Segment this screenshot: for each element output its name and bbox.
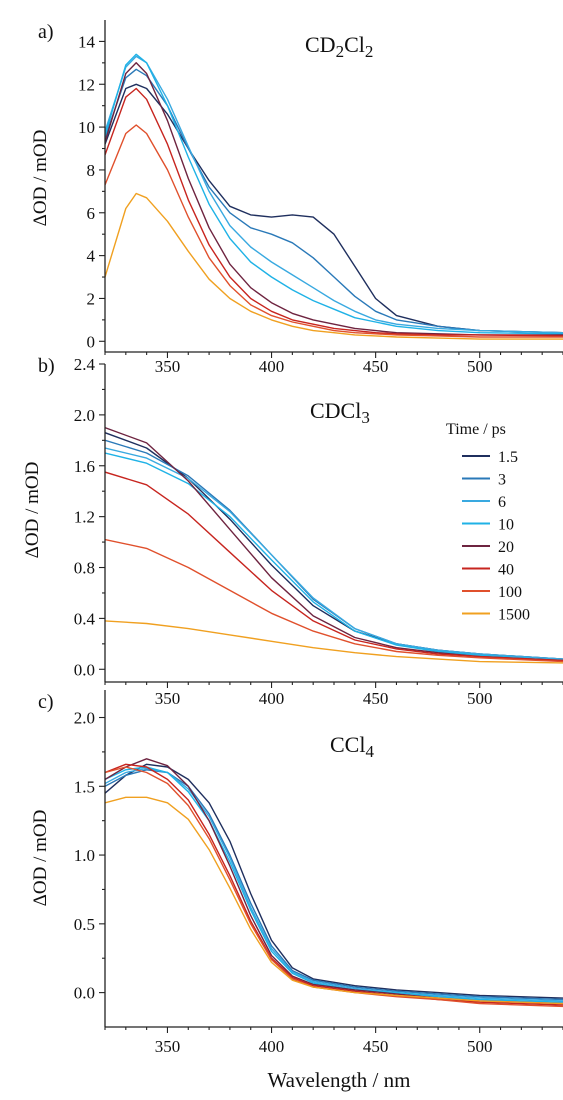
panel-c-y-tick-label: 1.5 bbox=[74, 777, 95, 796]
legend-label-3: 3 bbox=[498, 472, 506, 489]
panel-b-series-line-20 bbox=[105, 426, 563, 662]
legend-label-10: 10 bbox=[498, 517, 514, 534]
panel-c-y-tick-label: 1.0 bbox=[74, 846, 95, 865]
legend-label-20: 20 bbox=[498, 539, 514, 556]
panel-b-y-tick-label: 2.4 bbox=[74, 355, 96, 374]
legend-label-40: 40 bbox=[498, 562, 514, 579]
panel-a-series-line-1500 bbox=[105, 192, 563, 340]
panel-a-y-tick-label: 4 bbox=[87, 247, 96, 266]
panel-c-x-tick-label: 400 bbox=[259, 1037, 285, 1056]
panel-a-y-tick-label: 6 bbox=[87, 204, 96, 223]
panel-a-y-tick-label: 10 bbox=[78, 118, 95, 137]
panel-b-y-tick-label: 2.0 bbox=[74, 406, 95, 425]
panel-c-y-tick-label: 2.0 bbox=[74, 709, 95, 728]
panel-b-series-line-100 bbox=[105, 538, 563, 663]
panel-c-series-line-100 bbox=[105, 766, 563, 1008]
panel-c-y-tick-label: 0.5 bbox=[74, 915, 95, 934]
x-axis-title: Wavelength / nm bbox=[268, 1068, 411, 1092]
panel-b-ylabel: ΔOD / mOD bbox=[22, 462, 43, 559]
panel-c-series-line-3 bbox=[105, 769, 563, 1001]
panel-a-series-line-20 bbox=[105, 62, 563, 336]
panel-a-series-line-6 bbox=[105, 55, 563, 334]
panel-a-letter: a) bbox=[38, 21, 54, 43]
panel-b-x-tick-label: 500 bbox=[467, 689, 493, 708]
panel-a-y-tick-label: 2 bbox=[87, 289, 96, 308]
panel-a-series-line-10 bbox=[105, 53, 563, 335]
legend-label-1500: 1500 bbox=[498, 607, 530, 624]
panel-a-ylabel: ΔOD / mOD bbox=[30, 130, 51, 227]
panel-a-series-line-3 bbox=[105, 68, 563, 334]
panel-b-y-tick-label: 1.2 bbox=[74, 508, 95, 527]
panel-a-solvent-title: CD2Cl2 bbox=[305, 32, 373, 61]
panel-c-solvent-title: CCl4 bbox=[330, 732, 374, 761]
panel-a-x-tick-label: 400 bbox=[259, 357, 285, 376]
panel-a: a) ΔOD / mOD CD2Cl2 0 2 4 6 8 10 12 14 350 400 450… bbox=[30, 20, 563, 376]
panel-c-series-line-6 bbox=[105, 767, 563, 1002]
panel-a-series-group bbox=[105, 53, 563, 340]
panel-b: b) ΔOD / mOD CDCl3 0.0 0.4 0.8 1.2 1.6 2.0 2.4… bbox=[22, 355, 563, 708]
panel-b-series-line-40 bbox=[105, 471, 563, 662]
panel-b-series-line-1.5 bbox=[105, 432, 563, 660]
panel-b-series-line-6 bbox=[105, 447, 563, 660]
panel-a-y-tick-label: 14 bbox=[78, 32, 96, 51]
panel-b-letter: b) bbox=[38, 355, 55, 377]
panel-c-x-tick-label: 500 bbox=[467, 1037, 493, 1056]
panel-b-series-line-1500 bbox=[105, 620, 563, 664]
panel-b-series-group bbox=[105, 426, 563, 664]
panel-b-x-tick-label: 450 bbox=[363, 689, 389, 708]
panel-a-series-line-40 bbox=[105, 87, 563, 337]
panel-a-y-tick-label: 12 bbox=[78, 75, 95, 94]
panel-c-series-line-10 bbox=[105, 766, 563, 1003]
panel-c-series-line-1500 bbox=[105, 796, 563, 1005]
panel-b-x-tick-label: 350 bbox=[155, 689, 181, 708]
panel-b-y-tick-label: 0.4 bbox=[74, 609, 96, 628]
panel-b-series-line-10 bbox=[105, 452, 563, 662]
legend-title: Time / ps bbox=[446, 421, 506, 438]
panel-c-x-tick-label: 450 bbox=[363, 1037, 389, 1056]
legend-label-1.5: 1.5 bbox=[498, 449, 518, 466]
legend: Time / ps 1.5 3 6 10 20 40 100 1500 bbox=[446, 421, 530, 624]
panel-c: c) ΔOD / mOD CCl4 0.0 0.5 1.0 1.5 2.0 350 400 4… bbox=[30, 690, 563, 1056]
panel-a-y-tick-label: 8 bbox=[87, 161, 96, 180]
panel-b-y-tick-label: 1.6 bbox=[74, 457, 95, 476]
legend-label-6: 6 bbox=[498, 494, 506, 511]
panel-c-series-line-40 bbox=[105, 763, 563, 1006]
panel-c-y-tick-label: 0.0 bbox=[74, 984, 95, 1003]
panel-c-ylabel: ΔOD / mOD bbox=[30, 810, 51, 907]
legend-label-100: 100 bbox=[498, 584, 522, 601]
panel-a-x-tick-label: 450 bbox=[363, 357, 389, 376]
panel-c-series-line-20 bbox=[105, 758, 563, 1005]
panel-a-y-tick-label: 0 bbox=[87, 332, 96, 351]
panel-c-series-group bbox=[105, 758, 563, 1008]
panel-b-y-tick-label: 0.0 bbox=[74, 660, 95, 679]
panel-c-series-line-1.5 bbox=[105, 763, 563, 999]
panel-a-x-tick-label: 500 bbox=[467, 357, 493, 376]
panel-b-x-tick-label: 400 bbox=[259, 689, 285, 708]
panel-a-x-tick-label: 350 bbox=[155, 357, 181, 376]
panel-c-x-tick-label: 350 bbox=[155, 1037, 181, 1056]
panel-a-series-line-1.5 bbox=[105, 83, 563, 334]
panel-c-letter: c) bbox=[38, 691, 54, 713]
panel-b-solvent-title: CDCl3 bbox=[310, 398, 370, 427]
panel-a-series-line-100 bbox=[105, 124, 563, 338]
panel-b-y-tick-label: 0.8 bbox=[74, 559, 95, 578]
